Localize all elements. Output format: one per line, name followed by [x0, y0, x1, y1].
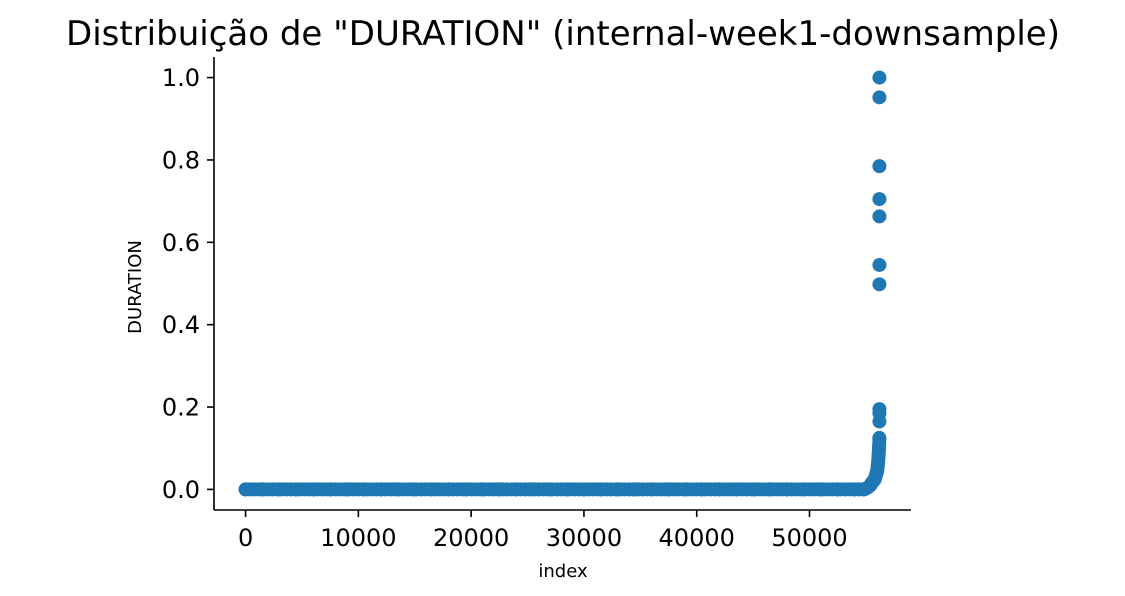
data-point — [373, 482, 388, 497]
data-point — [872, 257, 887, 272]
data-point — [872, 70, 887, 85]
data-point — [255, 482, 270, 497]
data-point — [576, 482, 591, 497]
data-point — [357, 482, 372, 497]
x-axis-ticks: 0 10000 20000 30000 40000 50000 — [238, 510, 848, 552]
y-tick-label: 0.2 — [162, 394, 200, 422]
x-tick-label: 40000 — [659, 524, 735, 552]
y-tick-label: 1.0 — [162, 64, 200, 92]
x-tick-label: 0 — [238, 524, 253, 552]
y-tick-label: 0.0 — [162, 476, 200, 504]
data-point — [872, 90, 887, 105]
data-point — [543, 482, 558, 497]
data-point — [872, 192, 887, 207]
y-axis-label: DURATION — [125, 240, 146, 334]
data-point — [593, 482, 608, 497]
x-tick-label: 10000 — [320, 524, 396, 552]
data-point — [323, 482, 338, 497]
x-tick-label: 20000 — [433, 524, 509, 552]
data-point — [492, 482, 507, 497]
data-point — [289, 482, 304, 497]
data-points — [238, 70, 887, 497]
data-point — [340, 482, 355, 497]
data-point — [390, 482, 405, 497]
data-point — [560, 482, 575, 497]
data-point — [872, 402, 887, 417]
data-point — [627, 482, 642, 497]
data-point — [475, 482, 490, 497]
data-point — [238, 482, 253, 497]
x-tick-label: 30000 — [546, 524, 622, 552]
y-axis-ticks: 0.0 0.2 0.4 0.6 0.8 1.0 — [162, 64, 214, 504]
data-point — [644, 482, 659, 497]
data-point — [779, 482, 794, 497]
data-point — [306, 482, 321, 497]
data-point — [458, 482, 473, 497]
data-point — [796, 482, 811, 497]
data-point — [813, 482, 828, 497]
data-point — [872, 159, 887, 174]
data-point — [526, 482, 541, 497]
data-point — [872, 430, 887, 445]
data-point — [678, 482, 693, 497]
y-tick-label: 0.4 — [162, 311, 200, 339]
data-point — [441, 482, 456, 497]
data-point — [712, 482, 727, 497]
data-point — [509, 482, 524, 497]
x-axis-label: index — [538, 561, 588, 582]
data-point — [872, 209, 887, 224]
data-point — [610, 482, 625, 497]
data-point — [763, 482, 778, 497]
data-point — [830, 482, 845, 497]
chart-title: Distribuição de "DURATION" (internal-wee… — [66, 14, 1060, 54]
x-tick-label: 50000 — [771, 524, 847, 552]
data-point — [695, 482, 710, 497]
axes — [213, 57, 911, 511]
data-point — [407, 482, 422, 497]
data-point — [424, 482, 439, 497]
y-tick-label: 0.6 — [162, 229, 200, 257]
data-point — [661, 482, 676, 497]
data-point — [746, 482, 761, 497]
data-point — [729, 482, 744, 497]
data-point — [272, 482, 287, 497]
y-tick-label: 0.8 — [162, 146, 200, 174]
data-point — [872, 277, 887, 292]
